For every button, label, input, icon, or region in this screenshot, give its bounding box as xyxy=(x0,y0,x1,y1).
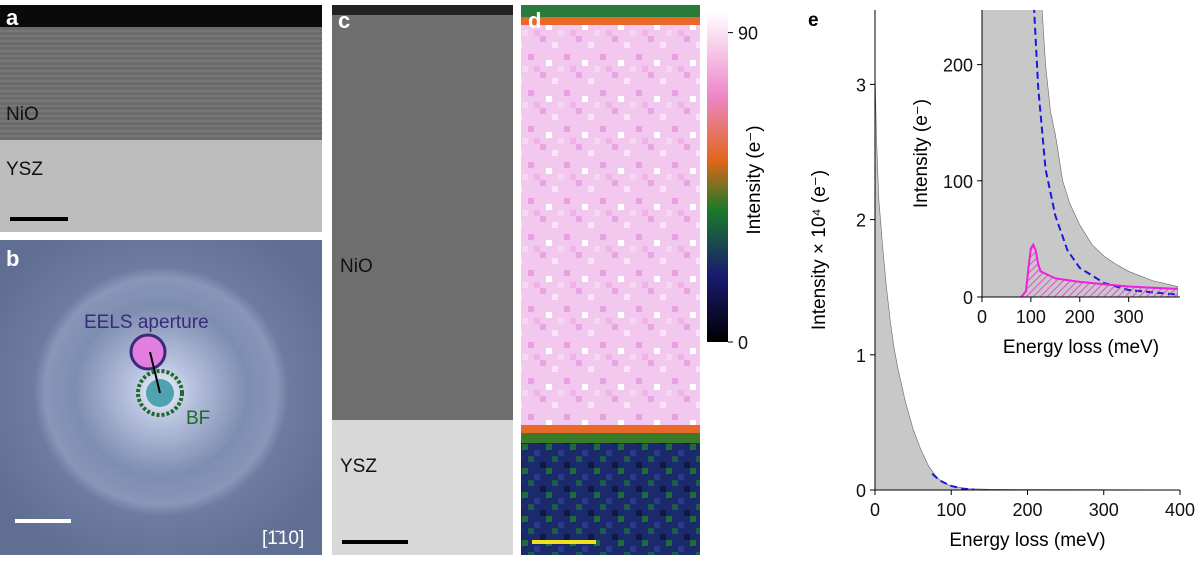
panel-b: b EELS aperture BF [1̄10] xyxy=(0,240,322,555)
fit-line xyxy=(1033,10,1178,296)
panel-c: c NiO YSZ xyxy=(332,5,513,555)
y-tick-label: 0 xyxy=(963,288,973,308)
y-tick-label: 0 xyxy=(856,481,866,501)
y-tick-label: 200 xyxy=(943,56,973,76)
y-axis-label: Intensity × 10⁴ (e⁻) xyxy=(809,170,830,330)
annotation: BF xyxy=(186,408,210,429)
annotation: EELS aperture xyxy=(84,312,209,333)
panel-label: a xyxy=(6,5,19,30)
y-tick-label: 2 xyxy=(856,211,866,231)
fit-line xyxy=(931,473,975,490)
plot: 0 100 200 300 400 0 1 2 3 Energy loss (meV) Intens… xyxy=(808,10,1195,551)
x-tick-label: 300 xyxy=(1114,307,1144,327)
x-tick-label: 200 xyxy=(1012,500,1042,520)
colorbar xyxy=(707,12,728,342)
y-tick-label: 1 xyxy=(856,346,866,366)
layer-label: NiO xyxy=(6,104,39,125)
plot: 0 100 200 300 0 100 200 Energy loss (meV) Intens… xyxy=(911,10,1180,358)
panel-label: e xyxy=(808,10,819,31)
colorbar-tick-label: 90 xyxy=(738,24,758,44)
x-tick-label: 100 xyxy=(936,500,966,520)
signal-line xyxy=(1020,242,1178,297)
layer-label: NiO xyxy=(340,256,373,277)
panel-d: d Intensity (e⁻) xyxy=(521,5,765,555)
panel-a: a NiO YSZ xyxy=(0,5,322,232)
y-axis-label: Intensity (e⁻) xyxy=(911,99,932,208)
colorbar-tick-label: 0 xyxy=(738,333,748,353)
x-tick-label: 0 xyxy=(977,307,987,327)
spectrum-area xyxy=(982,10,1178,297)
x-tick-label: 200 xyxy=(1065,307,1095,327)
zone-axis: [1̄10] xyxy=(262,528,304,549)
panel-label: d xyxy=(528,8,541,33)
hatch-area xyxy=(1021,244,1178,297)
layer-label: YSZ xyxy=(340,456,377,477)
x-tick-label: 400 xyxy=(1165,500,1195,520)
x-tick-label: 0 xyxy=(870,500,880,520)
x-tick-label: 100 xyxy=(1016,307,1046,327)
y-tick-label: 3 xyxy=(856,75,866,95)
x-tick-label: 300 xyxy=(1089,500,1119,520)
colorbar-title: Intensity (e⁻) xyxy=(744,125,765,234)
x-axis-label: Energy loss (meV) xyxy=(1003,337,1159,358)
x-axis-label: Energy loss (meV) xyxy=(949,530,1105,551)
y-tick-label: 100 xyxy=(943,172,973,192)
layer-label: YSZ xyxy=(6,159,43,180)
panel-label: c xyxy=(338,8,350,33)
panel-label: b xyxy=(6,246,19,271)
